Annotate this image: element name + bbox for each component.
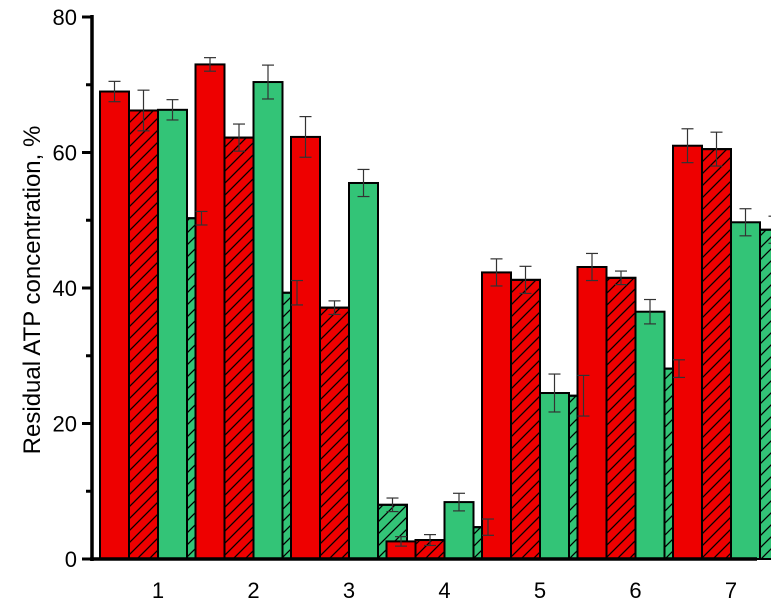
x-tick-label: 1: [152, 578, 164, 603]
bar: [348, 181, 379, 561]
x-tick-label: 5: [534, 578, 546, 603]
axes-group: 1 2 3 4 5 6 7 0 20 40 60 80: [53, 5, 757, 603]
x-tick-label: 6: [629, 578, 641, 603]
bar: [99, 90, 130, 561]
bar: [290, 135, 321, 560]
y-tick-label: 60: [53, 141, 77, 166]
x-tick-label: 4: [438, 578, 450, 603]
bar: [481, 271, 512, 560]
bar-hatch: [605, 276, 637, 560]
bar-hatch: [223, 136, 255, 560]
x-tick-label: 7: [725, 578, 737, 603]
bar-hatch: [510, 278, 541, 560]
bar: [634, 310, 666, 560]
y-tick-label: 40: [53, 276, 77, 301]
bar: [672, 144, 703, 560]
x-tick-label: 2: [247, 578, 259, 603]
bar: [576, 265, 608, 560]
y-tick-label: 80: [53, 5, 77, 30]
bar-hatch: [759, 228, 771, 561]
bar: [157, 108, 188, 560]
bar-hatch: [128, 109, 159, 561]
y-tick-label: 20: [53, 412, 77, 437]
bar: [252, 81, 284, 560]
bar-hatch: [319, 306, 350, 560]
x-tick-label: 3: [343, 578, 355, 603]
bar: [539, 392, 570, 561]
bar: [730, 221, 761, 560]
bars-group: [99, 63, 771, 561]
bar-hatch: [701, 148, 732, 561]
error-bars-group: [108, 57, 771, 547]
bar: [194, 63, 226, 561]
y-axis-title: Residual ATP concentration, %: [19, 126, 46, 455]
y-tick-label: 0: [65, 547, 77, 572]
